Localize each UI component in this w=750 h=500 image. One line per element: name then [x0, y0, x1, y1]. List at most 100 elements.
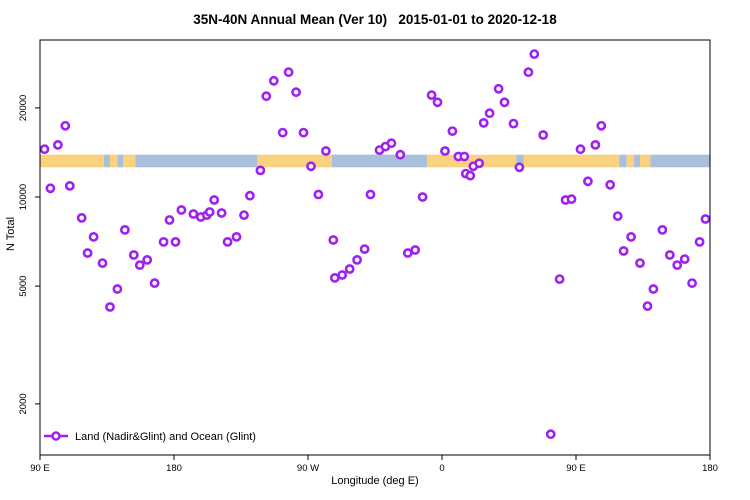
data-point: [474, 158, 485, 169]
data-point: [493, 83, 504, 94]
y-tick-label: 5000: [18, 276, 29, 297]
map-band-segment-land: [626, 154, 635, 168]
data-point: [612, 211, 623, 221]
map-band-segment-land: [40, 154, 105, 168]
data-point: [76, 212, 87, 223]
data-point: [53, 139, 63, 150]
data-point: [222, 236, 233, 247]
map-band-segment-ocean: [117, 154, 124, 168]
data-point: [142, 254, 153, 265]
map-band-segment-land: [123, 154, 136, 168]
data-point: [664, 250, 675, 260]
legend: Land (Nadir&Glint) and Ocean (Glint): [44, 431, 256, 443]
map-band-segment-ocean: [516, 154, 524, 168]
data-point: [244, 190, 255, 201]
data-point: [112, 284, 123, 294]
y-tick-label: 20000: [18, 95, 29, 121]
data-point: [618, 246, 629, 256]
axes: 90 E 180 90 W 0 90 E 180 20000 10000 5000 2000: [18, 95, 718, 474]
map-band-segment-ocean: [104, 154, 110, 168]
x-axis-title: Longitude (deg E): [331, 475, 418, 487]
data-point: [583, 176, 593, 187]
data-point: [97, 258, 108, 268]
map-band-segment-land: [523, 154, 620, 168]
data-point: [596, 120, 607, 131]
data-point: [635, 258, 645, 268]
data-point: [590, 139, 601, 150]
data-point: [426, 90, 437, 100]
x-tick-label: 180: [702, 463, 718, 474]
data-point: [204, 207, 215, 217]
data-point: [283, 67, 294, 78]
data-point: [365, 189, 376, 200]
data-point: [575, 144, 586, 155]
map-band-segment-ocean: [634, 154, 641, 168]
data-point: [82, 248, 93, 258]
map-band-segment-land: [640, 154, 651, 168]
data-point: [359, 244, 370, 254]
data-point: [120, 224, 130, 235]
data-point: [648, 284, 659, 294]
data-point: [605, 179, 616, 190]
legend-marker-icon: [51, 431, 61, 441]
map-band-segment-ocean: [135, 154, 258, 168]
data-point: [134, 260, 145, 270]
data-point: [298, 127, 309, 138]
y-axis-title: N Total: [5, 217, 17, 251]
data-point: [291, 87, 301, 98]
data-point: [239, 210, 249, 220]
data-point: [255, 165, 266, 176]
data-point: [306, 161, 316, 172]
data-point: [176, 205, 187, 215]
data-point: [268, 75, 279, 86]
x-tick-label: 0: [439, 463, 444, 474]
data-point: [231, 231, 242, 242]
x-tick-label: 90 E: [566, 463, 586, 474]
map-band-segment-ocean: [650, 154, 710, 168]
x-tick-label: 90 W: [297, 463, 319, 474]
data-point: [188, 209, 199, 219]
data-point: [642, 301, 653, 311]
data-point: [465, 170, 476, 181]
data-point: [105, 302, 115, 312]
data-point: [39, 144, 50, 155]
plot-area-border: [39, 39, 711, 456]
land-ocean-band: [40, 154, 710, 168]
data-point: [402, 248, 413, 258]
data-points: [39, 49, 711, 440]
y-tick-label: 10000: [18, 184, 29, 210]
data-point: [447, 126, 458, 137]
data-point: [566, 194, 577, 204]
data-point: [554, 274, 565, 284]
data-point: [164, 215, 175, 225]
data-point: [60, 120, 71, 131]
data-point: [410, 245, 421, 255]
data-point: [417, 192, 428, 202]
data-point: [277, 127, 288, 138]
data-point: [261, 91, 272, 102]
map-band-segment-land: [257, 154, 332, 168]
data-point: [657, 224, 668, 235]
chart-title: 35N-40N Annual Mean (Ver 10) 2015-01-01 …: [193, 12, 557, 27]
data-point: [386, 138, 397, 149]
data-point: [158, 236, 169, 247]
x-tick-label: 180: [166, 463, 182, 474]
data-point: [209, 195, 220, 205]
data-point: [687, 278, 697, 288]
data-point: [626, 231, 636, 242]
y-tick-label: 2000: [18, 393, 29, 414]
data-point: [328, 235, 339, 245]
map-band-segment-land: [427, 154, 517, 168]
data-point: [538, 130, 549, 140]
data-point: [523, 67, 534, 78]
data-point: [694, 236, 705, 247]
data-point: [88, 231, 99, 242]
map-band-segment-ocean: [331, 154, 428, 168]
data-point: [459, 151, 470, 162]
data-point: [216, 208, 227, 218]
data-point: [344, 264, 355, 274]
data-point: [514, 162, 525, 173]
data-point: [432, 97, 443, 108]
